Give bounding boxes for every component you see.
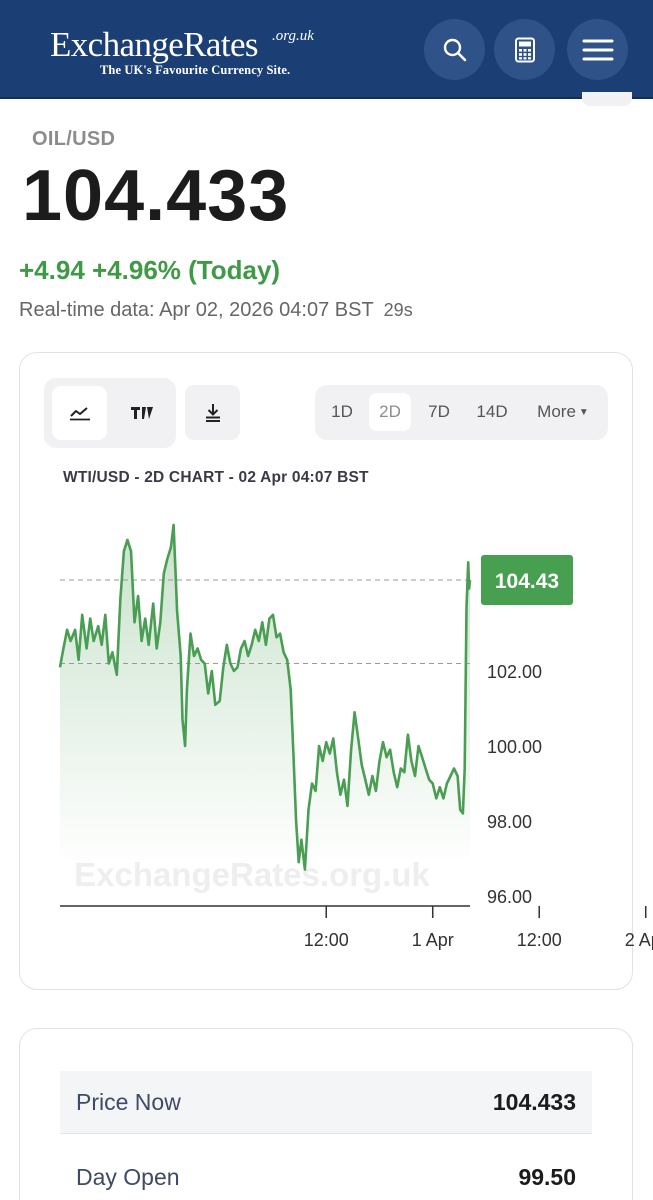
stat-value: 104.433 — [492, 1088, 576, 1115]
y-tick-label: 102.00 — [487, 662, 542, 682]
candlestick-chart-button[interactable] — [114, 386, 169, 440]
x-tick-label: 2 Apr — [625, 930, 653, 950]
search-button[interactable] — [424, 19, 485, 80]
current-price: 104.433 — [22, 156, 290, 236]
download-icon — [205, 403, 220, 422]
realtime-line: Real-time data: Apr 02, 2026 04:07 BST 29… — [19, 299, 413, 322]
timeframe-14d[interactable]: 14D — [476, 402, 508, 421]
search-icon — [443, 38, 466, 61]
chart-watermark: ExchangeRates.org.uk — [74, 856, 430, 893]
stat-label: Price Now — [76, 1088, 181, 1115]
x-tick-label: 1 Apr — [412, 930, 454, 950]
more-label: More — [537, 402, 576, 421]
stat-row-day-open: Day Open 99.50 — [60, 1146, 592, 1200]
y-tick-label: 100.00 — [487, 737, 542, 757]
line-chart-button[interactable] — [52, 386, 107, 440]
y-tick-label: 98.00 — [487, 812, 532, 832]
calculator-icon — [514, 37, 535, 62]
chart-title: WTI/USD - 2D CHART - 02 Apr 04:07 BST — [63, 469, 369, 486]
stat-value: 99.50 — [518, 1163, 576, 1190]
timeframe-group: 1D 2D 7D 14D More ▼ — [315, 385, 608, 440]
row-divider — [60, 1133, 592, 1134]
last-price-badge — [481, 554, 573, 605]
timeframe-7d[interactable]: 7D — [428, 402, 450, 421]
caret-down-icon: ▼ — [578, 407, 589, 418]
dropdown-tab-edge — [582, 92, 632, 106]
line-chart-icon — [69, 407, 90, 421]
download-button[interactable] — [185, 385, 240, 440]
candlestick-icon — [130, 407, 153, 419]
stat-row-price-now: Price Now 104.433 — [60, 1071, 592, 1133]
price-area — [60, 524, 470, 870]
logo-tagline: The UK's Favourite Currency Site. — [100, 63, 291, 77]
price-line — [58, 523, 472, 871]
chart-type-group — [44, 378, 176, 448]
stats-card: Price Now 104.433 Day Open 99.50 — [19, 1028, 633, 1200]
timeframe-2d[interactable]: 2D — [369, 393, 411, 431]
x-tick-label: 12:00 — [304, 930, 349, 950]
menu-icon — [582, 39, 613, 60]
logo-domain: .org.uk — [272, 28, 314, 44]
currency-pair: OIL/USD — [32, 128, 116, 150]
price-change: +4.94 +4.96% (Today) — [19, 255, 281, 285]
calculator-button[interactable] — [494, 19, 555, 80]
more-timeframes-dropdown[interactable]: More ▼ — [523, 393, 603, 431]
site-header: ExchangeRates .org.uk The UK's Favourite… — [0, 0, 653, 99]
logo-wordmark: ExchangeRates — [50, 25, 259, 64]
menu-button[interactable] — [567, 19, 628, 80]
y-tick-label: 96.00 — [487, 887, 532, 907]
site-logo[interactable]: ExchangeRates .org.uk The UK's Favourite… — [50, 25, 314, 78]
data-age: 29s — [383, 300, 413, 320]
x-tick-label: 12:00 — [517, 930, 562, 950]
timeframe-1d[interactable]: 1D — [331, 402, 353, 421]
realtime-timestamp: Real-time data: Apr 02, 2026 04:07 BST — [19, 299, 374, 321]
last-price-label: 104.43 — [495, 570, 559, 593]
stat-label: Day Open — [76, 1163, 180, 1190]
